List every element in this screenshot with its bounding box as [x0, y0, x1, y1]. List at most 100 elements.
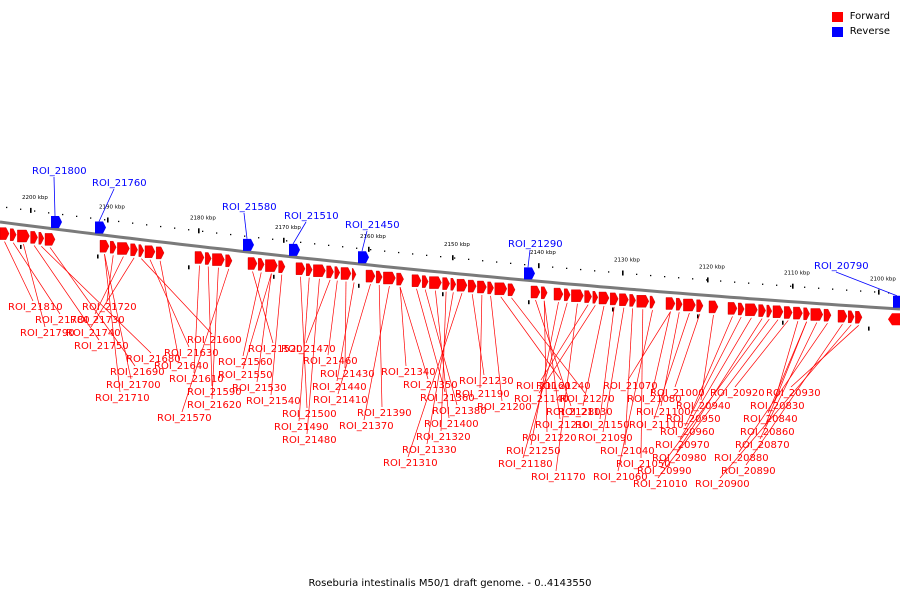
forward-gene-arrow[interactable]: [411, 274, 422, 287]
forward-gene-arrow[interactable]: [530, 285, 541, 299]
forward-gene-arrow[interactable]: [130, 243, 138, 257]
forward-roi-label[interactable]: ROI_21400: [424, 419, 479, 430]
forward-roi-label[interactable]: ROI_21390: [357, 408, 412, 419]
forward-roi-label[interactable]: ROI_21720: [82, 302, 137, 313]
forward-gene-arrow[interactable]: [636, 295, 650, 308]
forward-roi-label[interactable]: ROI_20920: [710, 388, 765, 399]
forward-roi-label[interactable]: ROI_21430: [320, 369, 375, 380]
forward-roi-label[interactable]: ROI_20830: [750, 401, 805, 412]
forward-gene-arrow[interactable]: [396, 272, 404, 286]
forward-gene-arrow[interactable]: [429, 276, 442, 289]
forward-roi-label[interactable]: ROI_20960: [660, 427, 715, 438]
forward-gene-arrow[interactable]: [772, 305, 784, 318]
forward-roi-label[interactable]: ROI_21090: [578, 433, 633, 444]
forward-roi-label[interactable]: ROI_21210: [535, 420, 590, 431]
forward-roi-label[interactable]: ROI_21200: [477, 402, 532, 413]
forward-roi-label[interactable]: ROI_20890: [721, 466, 776, 477]
forward-roi-label[interactable]: ROI_20940: [676, 401, 731, 412]
forward-roi-label[interactable]: ROI_21320: [416, 432, 471, 443]
forward-roi-label[interactable]: ROI_21550: [218, 370, 273, 381]
forward-roi-label[interactable]: ROI_21380: [432, 406, 487, 417]
forward-gene-arrow[interactable]: [727, 302, 738, 315]
forward-roi-label[interactable]: ROI_21110: [629, 420, 684, 431]
forward-gene-arrow[interactable]: [326, 265, 334, 279]
forward-roi-label[interactable]: ROI_20880: [714, 453, 769, 464]
forward-gene-arrow[interactable]: [619, 293, 629, 306]
forward-gene-arrow[interactable]: [225, 254, 233, 267]
forward-roi-label[interactable]: ROI_21050: [616, 459, 671, 470]
forward-roi-label[interactable]: ROI_21810: [8, 302, 63, 313]
forward-roi-label[interactable]: ROI_20870: [735, 440, 790, 451]
forward-gene-arrow[interactable]: [340, 267, 352, 280]
forward-roi-label[interactable]: ROI_21730: [70, 315, 125, 326]
forward-roi-label[interactable]: ROI_21270: [560, 394, 615, 405]
forward-gene-arrow[interactable]: [247, 257, 258, 270]
forward-gene-arrow[interactable]: [265, 259, 278, 272]
forward-roi-label[interactable]: ROI_21690: [110, 367, 165, 378]
forward-roi-label[interactable]: ROI_21310: [383, 458, 438, 469]
forward-gene-arrow[interactable]: [758, 304, 766, 317]
forward-roi-label[interactable]: ROI_20930: [766, 388, 821, 399]
forward-roi-label[interactable]: ROI_21700: [106, 380, 161, 391]
forward-gene-arrow[interactable]: [837, 310, 848, 323]
reverse-gene-arrow[interactable]: [95, 221, 106, 234]
forward-gene-arrow[interactable]: [383, 271, 396, 285]
forward-gene-arrow[interactable]: [450, 278, 457, 291]
forward-gene-arrow[interactable]: [848, 310, 855, 323]
forward-roi-label[interactable]: ROI_21080: [627, 394, 682, 405]
reverse-gene-arrow[interactable]: [289, 243, 300, 256]
forward-roi-label[interactable]: ROI_21370: [339, 421, 394, 432]
forward-roi-label[interactable]: ROI_20980: [652, 453, 707, 464]
forward-roi-label[interactable]: ROI_21060: [593, 472, 648, 483]
forward-roi-label[interactable]: ROI_21140: [514, 394, 569, 405]
forward-gene-arrow[interactable]: [487, 281, 494, 295]
forward-roi-label[interactable]: ROI_21330: [402, 445, 457, 456]
forward-roi-label[interactable]: ROI_21490: [274, 422, 329, 433]
forward-gene-arrow[interactable]: [823, 309, 832, 322]
forward-gene-arrow[interactable]: [738, 302, 745, 316]
forward-gene-arrow[interactable]: [665, 297, 676, 310]
forward-gene-arrow[interactable]: [629, 294, 636, 307]
forward-gene-arrow[interactable]: [144, 245, 156, 258]
forward-roi-label[interactable]: ROI_21610: [169, 374, 224, 385]
forward-gene-arrow[interactable]: [258, 258, 265, 271]
reverse-roi-label[interactable]: ROI_21450: [345, 220, 400, 231]
forward-roi-label[interactable]: ROI_21190: [455, 389, 510, 400]
reverse-gene-arrow[interactable]: [51, 216, 62, 229]
forward-roi-label[interactable]: ROI_21280: [546, 407, 601, 418]
forward-gene-arrow[interactable]: [541, 286, 548, 299]
forward-gene-arrow[interactable]: [696, 299, 704, 312]
forward-roi-label[interactable]: ROI_20860: [740, 427, 795, 438]
forward-roi-label[interactable]: ROI_21440: [312, 382, 367, 393]
forward-roi-label[interactable]: ROI_21740: [66, 328, 121, 339]
forward-gene-arrow[interactable]: [683, 298, 696, 312]
forward-roi-label[interactable]: ROI_21600: [187, 335, 242, 346]
forward-roi-label[interactable]: ROI_21790: [20, 328, 75, 339]
reverse-gene-arrow[interactable]: [243, 238, 254, 251]
forward-gene-arrow[interactable]: [442, 277, 450, 290]
forward-gene-arrow[interactable]: [109, 240, 117, 254]
forward-gene-arrow[interactable]: [17, 229, 30, 243]
forward-gene-arrow[interactable]: [117, 242, 130, 255]
forward-gene-arrow[interactable]: [708, 300, 719, 314]
forward-gene-arrow[interactable]: [649, 295, 656, 309]
reverse-gene-arrow[interactable]: [358, 251, 369, 264]
forward-roi-label[interactable]: ROI_21530: [232, 383, 287, 394]
forward-gene-arrow[interactable]: [0, 227, 10, 240]
forward-gene-arrow[interactable]: [571, 289, 584, 302]
forward-roi-label[interactable]: ROI_21220: [522, 433, 577, 444]
forward-roi-label[interactable]: ROI_21630: [164, 348, 219, 359]
forward-roi-label[interactable]: ROI_21150: [575, 420, 630, 431]
reverse-roi-label[interactable]: ROI_20790: [814, 261, 869, 272]
forward-gene-arrow[interactable]: [468, 279, 477, 293]
forward-gene-arrow[interactable]: [376, 270, 383, 284]
forward-gene-arrow[interactable]: [365, 269, 376, 283]
forward-roi-label[interactable]: ROI_21130: [558, 407, 613, 418]
forward-roi-label[interactable]: ROI_21000: [650, 388, 705, 399]
forward-roi-label[interactable]: ROI_21040: [600, 446, 655, 457]
reverse-roi-label[interactable]: ROI_21800: [32, 166, 87, 177]
forward-roi-label[interactable]: ROI_21180: [498, 459, 553, 470]
forward-roi-label[interactable]: ROI_20900: [695, 479, 750, 490]
